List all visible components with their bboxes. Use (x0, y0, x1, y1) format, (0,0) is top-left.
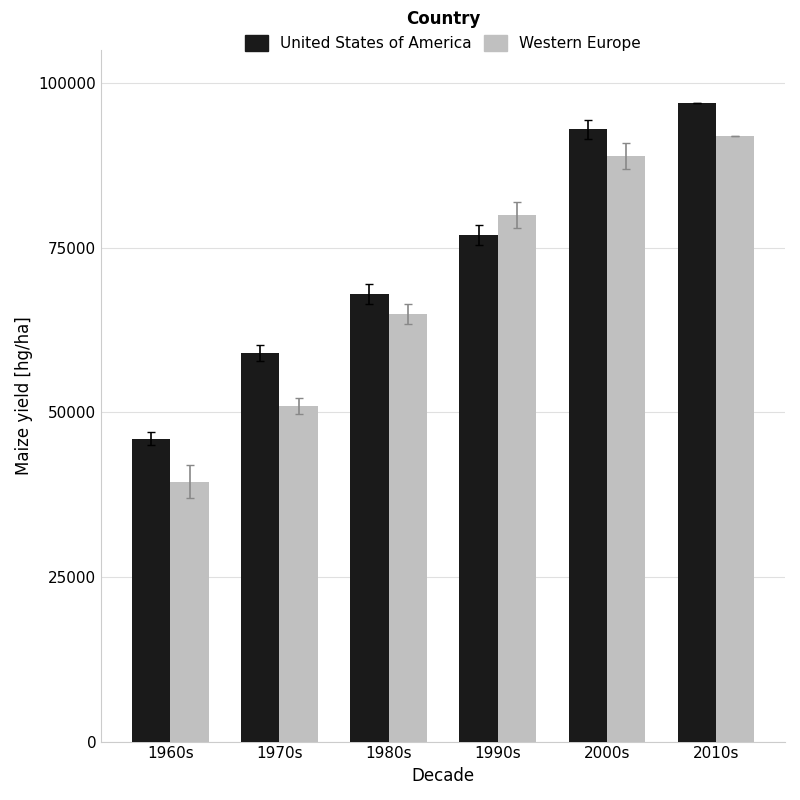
Bar (459, 234, 498, 742)
Bar (498, 215, 536, 742)
Legend: United States of America, Western Europe: United States of America, Western Europe (245, 10, 641, 51)
Bar (279, 406, 318, 742)
Bar (132, 439, 170, 742)
Bar (678, 103, 716, 742)
Bar (350, 294, 389, 742)
X-axis label: Decade: Decade (411, 767, 474, 785)
Bar (716, 136, 754, 742)
Bar (242, 354, 279, 742)
Bar (389, 314, 426, 742)
Bar (569, 130, 606, 742)
Y-axis label: Maize yield [hg/ha]: Maize yield [hg/ha] (15, 317, 33, 475)
Bar (606, 156, 645, 742)
Bar (170, 482, 209, 742)
